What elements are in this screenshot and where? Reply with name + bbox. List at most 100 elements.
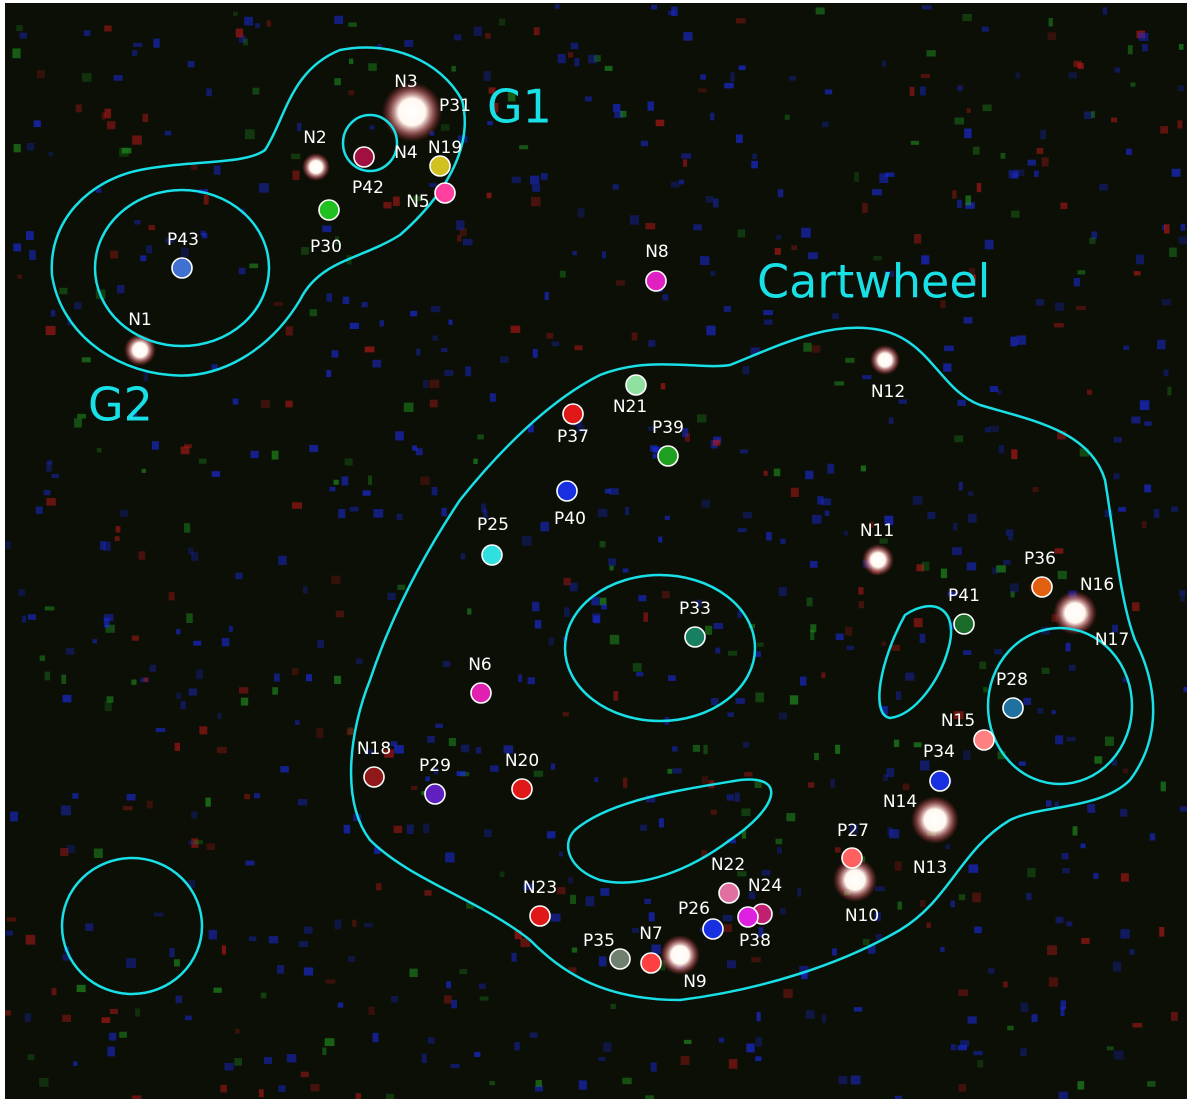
noise-pixel	[658, 536, 662, 542]
noise-pixel	[518, 674, 522, 682]
noise-pixel	[609, 566, 613, 571]
noise-pixel	[555, 4, 560, 9]
source-marker	[563, 404, 583, 424]
noise-pixel	[310, 309, 317, 316]
noise-pixel	[82, 357, 91, 362]
noise-pixel	[1008, 536, 1013, 541]
noise-pixel	[52, 988, 57, 995]
noise-pixel	[393, 197, 400, 206]
noise-pixel	[698, 88, 707, 92]
noise-pixel	[571, 43, 579, 49]
noise-pixel	[47, 460, 53, 465]
noise-pixel	[490, 765, 498, 771]
noise-pixel	[334, 78, 341, 85]
noise-pixel	[519, 145, 528, 149]
noise-pixel	[191, 552, 198, 561]
noise-pixel	[325, 1038, 335, 1046]
noise-pixel	[259, 1089, 264, 1097]
source-label: N1	[128, 310, 152, 330]
noise-pixel	[132, 636, 139, 641]
noise-pixel	[62, 1015, 71, 1022]
noise-pixel	[887, 827, 893, 836]
region-label: Cartwheel	[757, 255, 990, 309]
noise-pixel	[667, 769, 672, 774]
noise-pixel	[705, 626, 712, 635]
noise-pixel	[397, 514, 403, 520]
noise-pixel	[570, 583, 578, 592]
noise-pixel	[1089, 238, 1095, 244]
source-label: N10	[845, 906, 879, 926]
noise-pixel	[443, 661, 450, 667]
noise-pixel	[896, 691, 901, 699]
noise-pixel	[362, 302, 368, 307]
noise-pixel	[193, 641, 201, 646]
noise-pixel	[579, 1080, 587, 1089]
noise-pixel	[512, 177, 521, 183]
noise-pixel	[821, 672, 825, 678]
noise-pixel	[763, 310, 773, 315]
noise-pixel	[1154, 509, 1160, 518]
noise-pixel	[272, 451, 279, 460]
noise-pixel	[457, 235, 462, 242]
noise-pixel	[743, 512, 752, 519]
noise-pixel	[139, 551, 146, 559]
noise-pixel	[1126, 149, 1132, 155]
noise-pixel	[511, 953, 516, 962]
noise-pixel	[132, 1095, 142, 1099]
noise-pixel	[803, 343, 811, 352]
noise-pixel	[684, 1040, 692, 1044]
noise-pixel	[1136, 255, 1144, 265]
noise-pixel	[751, 957, 761, 962]
image-frame: G1 G2 Cartwheel N3P31N2P42N4N19N5P30P43N…	[0, 0, 1187, 1099]
noise-pixel	[489, 1081, 495, 1085]
noise-pixel	[532, 602, 539, 612]
noise-pixel	[810, 561, 818, 568]
noise-pixel	[603, 1042, 611, 1052]
noise-pixel	[348, 956, 355, 962]
source-marker	[557, 481, 577, 501]
noise-pixel	[1128, 45, 1133, 54]
noise-pixel	[102, 1017, 111, 1023]
noise-pixel	[1159, 927, 1164, 937]
noise-pixel	[7, 917, 16, 921]
noise-pixel	[762, 870, 771, 875]
noise-pixel	[261, 993, 267, 999]
noise-pixel	[463, 239, 473, 245]
noise-pixel	[176, 629, 180, 634]
noise-pixel	[126, 958, 136, 968]
noise-pixel	[953, 523, 958, 530]
noise-pixel	[743, 742, 749, 748]
noise-pixel	[741, 809, 750, 816]
noise-pixel	[235, 1029, 240, 1034]
noise-pixel	[451, 66, 456, 72]
noise-pixel	[738, 528, 747, 532]
noise-pixel	[338, 509, 345, 518]
noise-pixel	[477, 434, 484, 439]
noise-pixel	[982, 27, 989, 32]
noise-pixel	[364, 923, 373, 927]
noise-pixel	[1081, 938, 1089, 944]
noise-pixel	[530, 1033, 538, 1038]
noise-pixel	[97, 448, 102, 452]
noise-pixel	[259, 183, 269, 193]
noise-pixel	[431, 306, 440, 312]
noise-pixel	[269, 936, 278, 943]
noise-pixel	[585, 96, 592, 101]
noise-pixel	[127, 794, 136, 801]
noise-pixel	[756, 651, 761, 657]
noise-pixel	[119, 1032, 127, 1038]
noise-pixel	[1171, 507, 1178, 512]
noise-pixel	[16, 25, 23, 31]
noise-pixel	[1017, 335, 1026, 344]
noise-pixel	[1132, 1023, 1142, 1028]
source-label: P31	[439, 96, 471, 116]
noise-pixel	[261, 400, 270, 408]
noise-pixel	[411, 786, 417, 790]
noise-pixel	[214, 988, 222, 993]
noise-pixel	[133, 43, 142, 47]
noise-pixel	[645, 1095, 654, 1099]
noise-pixel	[1006, 529, 1013, 535]
noise-pixel	[368, 476, 372, 486]
noise-pixel	[154, 913, 164, 917]
noise-pixel	[706, 196, 714, 203]
